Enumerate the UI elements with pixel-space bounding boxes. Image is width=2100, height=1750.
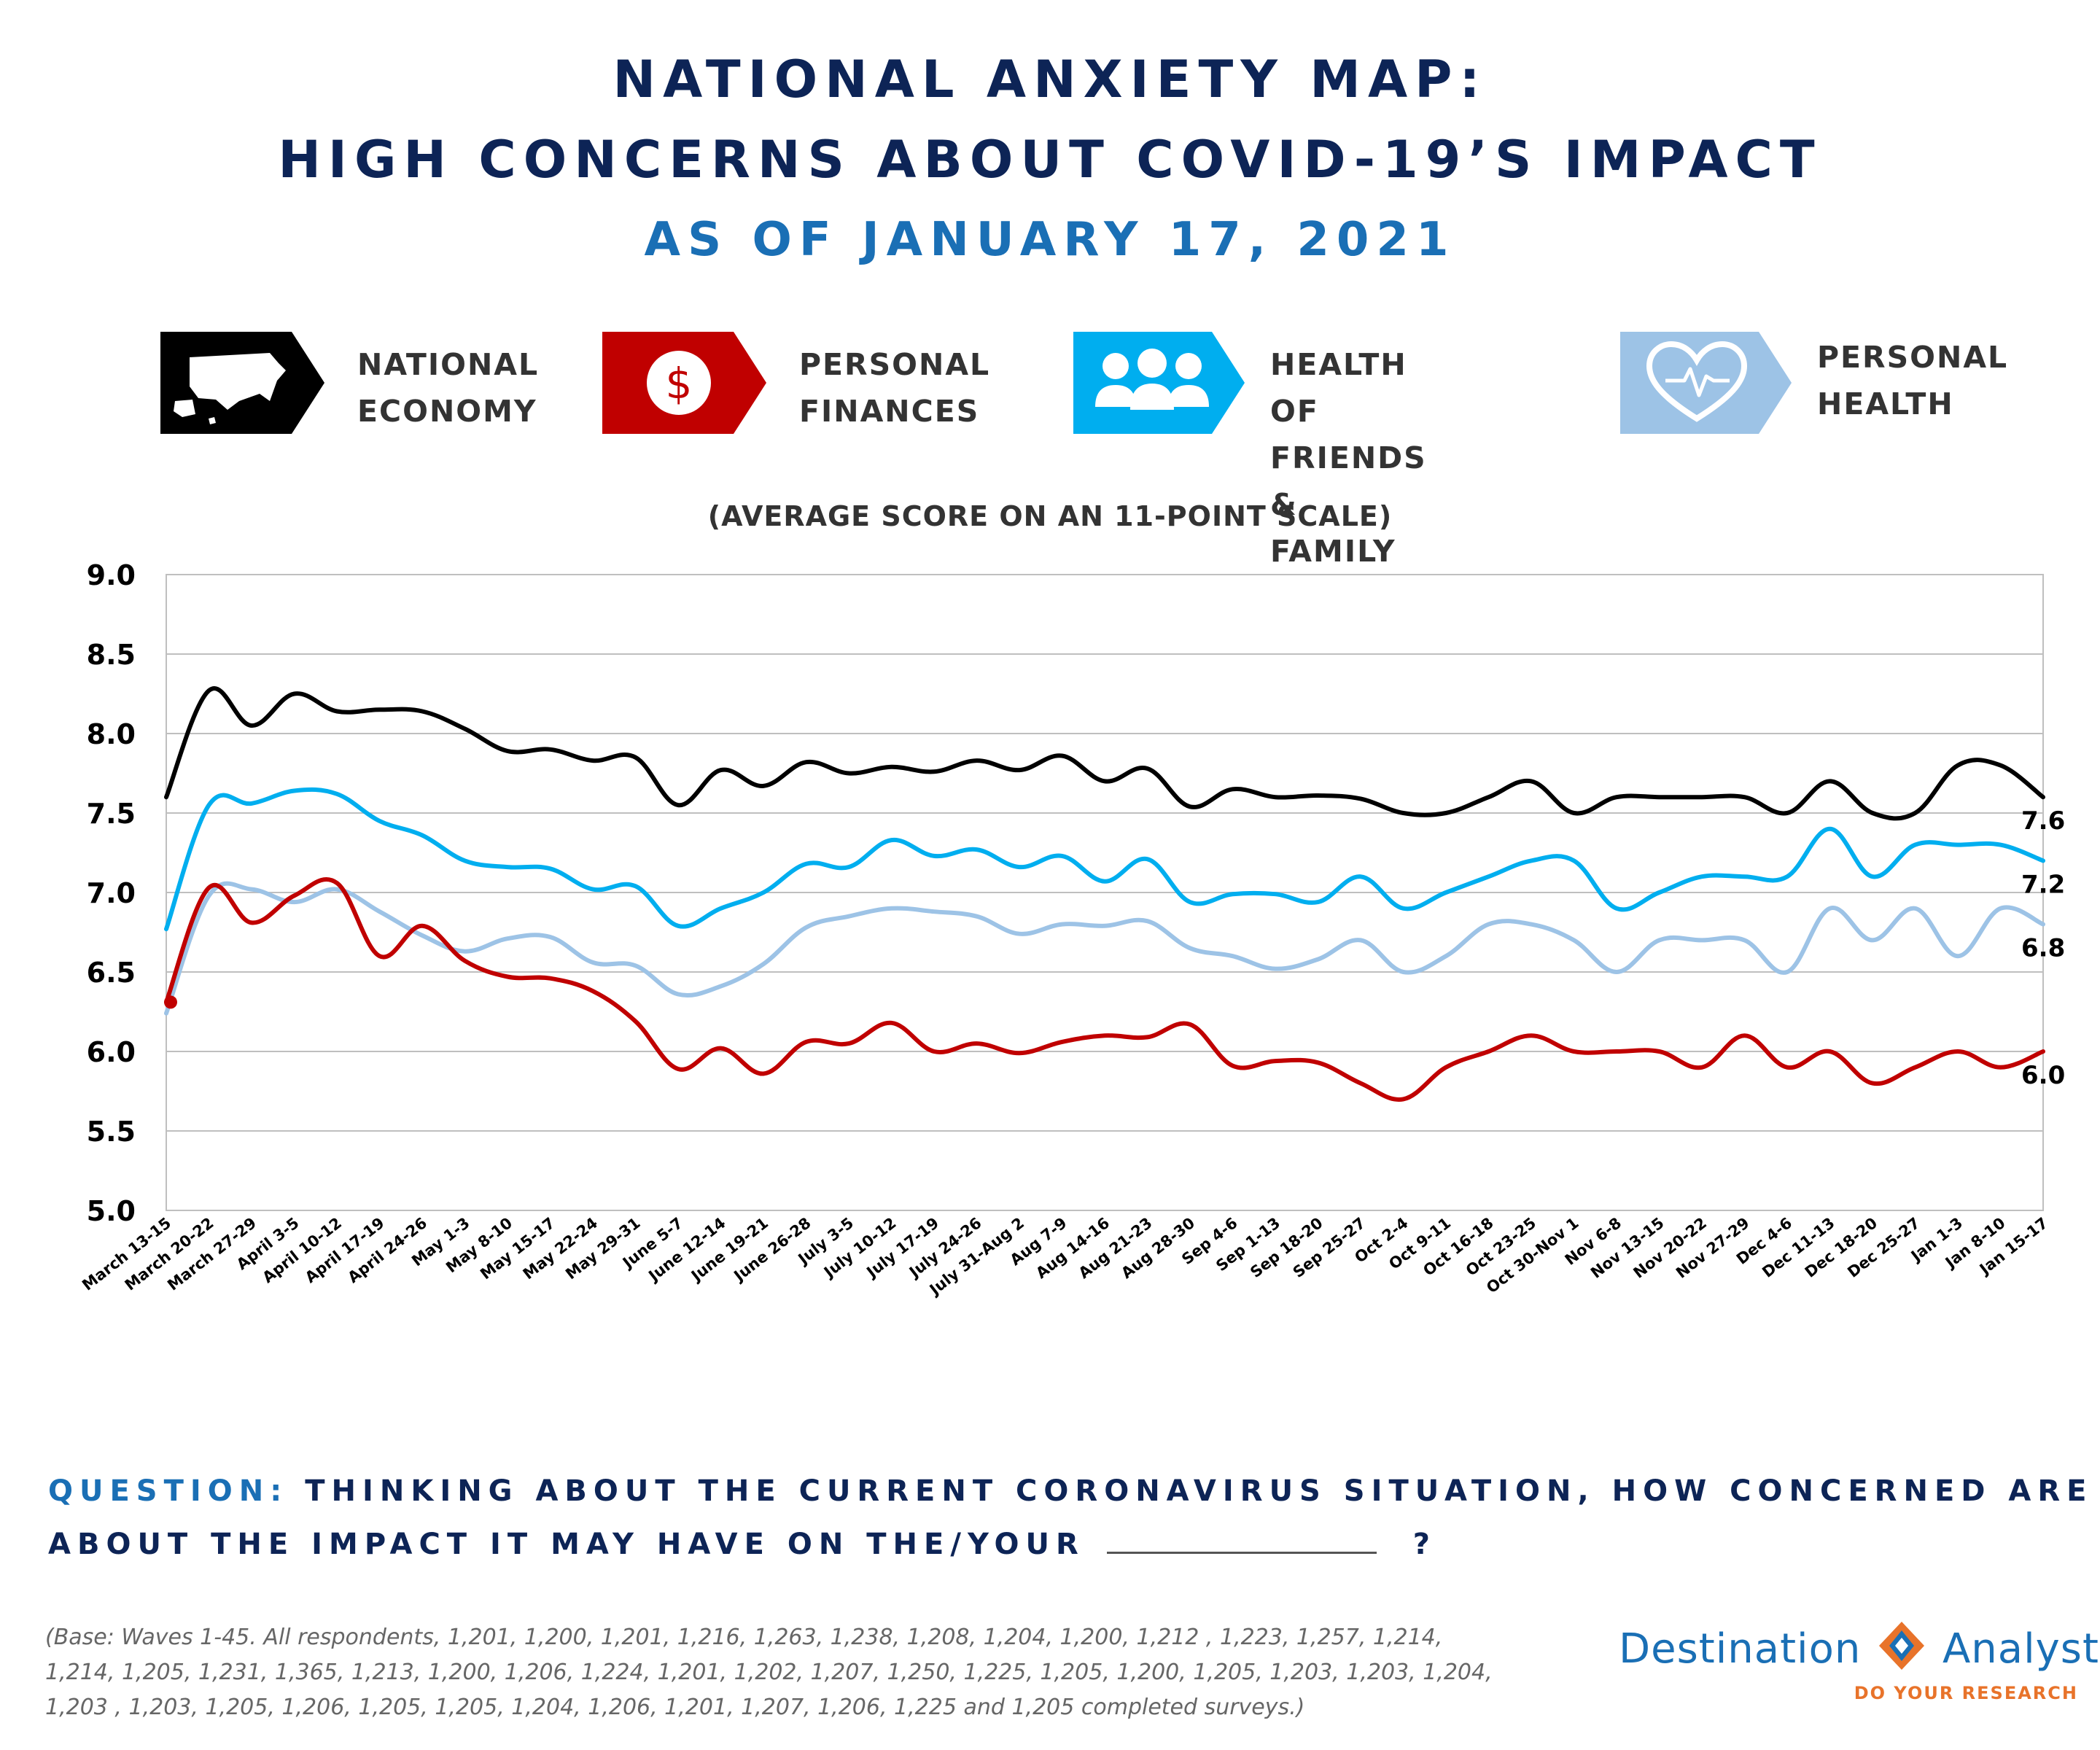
brand-tagline: DO YOUR RESEARCH — [1854, 1683, 2078, 1703]
brand-logo: Destination Analysts DO YOUR RESEARCH — [1619, 1620, 2100, 1708]
legend-label-line1: PERSONAL — [1817, 340, 2009, 375]
series-start-marker — [164, 995, 177, 1009]
brand-name-part1: Destination — [1619, 1625, 1862, 1673]
title-line-2: HIGH CONCERNS ABOUT COVID-19’S IMPACT — [278, 130, 1822, 190]
brand-name-part2: Analysts — [1942, 1625, 2100, 1673]
legend-label-line1: HEALTH OF — [1270, 347, 1407, 429]
series-line-health_friends_family — [164, 787, 2045, 932]
series-line-personal_health — [164, 881, 2045, 1016]
question-text-1: THINKING ABOUT THE CURRENT CORONAVIRUS S… — [305, 1474, 2100, 1508]
y-tick-label: 7.0 — [87, 877, 136, 909]
y-tick-label: 9.0 — [87, 559, 136, 591]
y-tick-label: 5.5 — [87, 1116, 136, 1148]
heart-pulse-icon — [1620, 332, 1792, 434]
blank-line — [1106, 1527, 1377, 1554]
legend-label-line2: HEALTH — [1817, 386, 1954, 421]
y-tick-label: 8.0 — [87, 718, 136, 750]
base-note: (Base: Waves 1-45. All respondents, 1,20… — [45, 1625, 1493, 1720]
diamond-logo-icon — [1879, 1622, 1925, 1670]
title-date: AS OF JANUARY 17, 2021 — [644, 213, 1456, 267]
question-end: ? — [1412, 1528, 1436, 1561]
brand-name: Destination Analysts — [1619, 1620, 2100, 1673]
y-tick-label: 6.0 — [87, 1036, 136, 1068]
svg-text:$: $ — [666, 359, 693, 408]
end-label-national_economy: 7.6 — [2021, 806, 2065, 836]
question-label: QUESTION: — [48, 1474, 289, 1508]
series-line-national_economy — [164, 686, 2045, 821]
question-text-2: ABOUT THE IMPACT IT MAY HAVE ON THE/YOUR — [48, 1528, 1085, 1561]
y-tick-label: 6.5 — [87, 957, 136, 989]
grid-layer — [166, 574, 2044, 1211]
legend-label-line2: ECONOMY — [357, 394, 537, 429]
people-group-icon — [1073, 332, 1245, 434]
title-line-1: NATIONAL ANXIETY MAP: — [612, 50, 1488, 109]
legend-label-line2: FINANCES — [799, 394, 980, 429]
legend-label-line2: FRIENDS & FAMILY — [1270, 440, 1427, 569]
y-tick-label: 5.0 — [87, 1195, 136, 1227]
end-label-personal_health: 6.8 — [2021, 934, 2065, 963]
line-chart: 5.0 5.5 6.0 6.5 7.0 7.5 8.0 8.5 9.0 March 13-15M… — [79, 559, 2065, 1299]
us-map-icon — [160, 332, 324, 434]
legend-label-line1: NATIONAL — [357, 347, 540, 382]
legend-label-line1: PERSONAL — [799, 347, 991, 382]
y-axis-ticks: 5.0 5.5 6.0 6.5 7.0 7.5 8.0 8.5 9.0 — [87, 559, 136, 1227]
end-labels: 7.6 7.2 6.8 6.0 — [2021, 806, 2065, 1090]
end-label-personal_finances: 6.0 — [2021, 1061, 2065, 1090]
chart-subtitle: (AVERAGE SCORE ON AN 11-POINT SCALE) — [707, 500, 1393, 532]
y-tick-label: 8.5 — [87, 639, 136, 671]
series-layer — [164, 686, 2045, 1102]
question-line-2: ABOUT THE IMPACT IT MAY HAVE ON THE/YOUR… — [48, 1527, 1436, 1561]
y-tick-label: 7.5 — [87, 798, 136, 830]
series-line-personal_finances — [164, 876, 2045, 1102]
dollar-coin-icon: $ — [602, 332, 766, 434]
end-label-health_friends_family: 7.2 — [2021, 870, 2065, 899]
question-line-1: QUESTION: THINKING ABOUT THE CURRENT COR… — [48, 1474, 2100, 1508]
